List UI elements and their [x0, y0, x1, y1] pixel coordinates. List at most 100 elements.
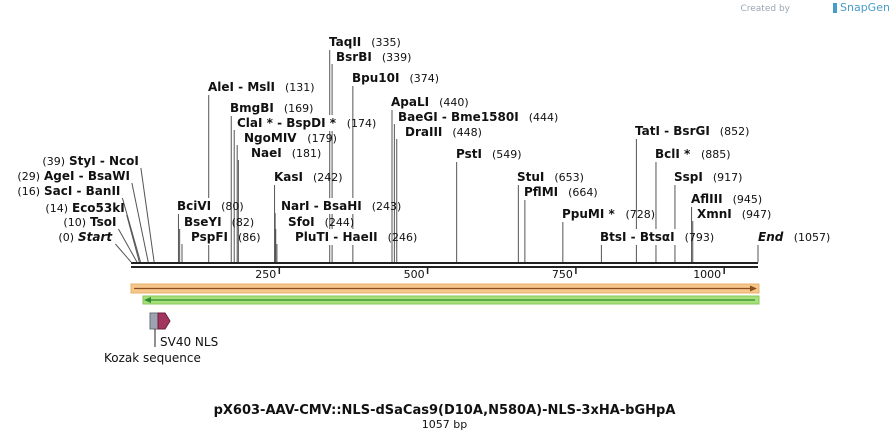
restriction-site[interactable]: PspFI (86) — [189, 229, 261, 245]
site-name: PstI — [456, 147, 482, 161]
sequence-length: 1057 bp — [422, 418, 467, 431]
site-position: (0) — [58, 231, 74, 244]
restriction-site[interactable]: ClaI * - BspDI * (174) — [235, 115, 376, 131]
feature-label-kozak: Kozak sequence — [104, 351, 201, 365]
restriction-site[interactable]: BseYI (82) — [182, 214, 254, 230]
restriction-site[interactable]: PstI (549) — [454, 146, 522, 162]
site-position: (244) — [325, 216, 355, 229]
site-position: (1057) — [794, 231, 831, 244]
site-position: (335) — [371, 36, 401, 49]
brand-name: SnapGene — [840, 1, 889, 14]
restriction-site[interactable]: KasI (242) — [272, 169, 343, 185]
site-name: Bpu10I — [352, 71, 399, 85]
restriction-site[interactable]: NgoMIV (179) — [242, 130, 337, 146]
site-name: BtsI - BtsαI — [600, 230, 675, 244]
site-name: AleI - MslI — [208, 80, 275, 94]
site-name: TatI - BsrGI — [635, 124, 710, 138]
forward-orf[interactable] — [130, 283, 760, 294]
site-name: PflMI — [524, 185, 558, 199]
restriction-site[interactable]: SspI (917) — [672, 169, 742, 185]
site-position: (29) — [17, 170, 40, 183]
restriction-site[interactable]: DraIII (448) — [403, 124, 482, 140]
reverse-orf[interactable] — [142, 295, 760, 305]
site-position: (246) — [388, 231, 418, 244]
restriction-site[interactable]: BciVI (80) — [175, 198, 244, 214]
site-leader — [126, 214, 140, 263]
restriction-site[interactable]: (10) TsoI — [63, 215, 116, 229]
restriction-site[interactable]: PpuMI * (728) — [560, 206, 655, 222]
site-position: (664) — [568, 186, 598, 199]
restriction-site[interactable]: AleI - MslI (131) — [206, 79, 315, 95]
scale-tick-label: 750 — [552, 268, 573, 281]
restriction-site[interactable]: StuI (653) — [515, 169, 584, 185]
site-name: BaeGI - Bme1580I — [398, 110, 519, 124]
page-title: pX603-AAV-CMV::NLS-dSaCas9(D10A,N580A)-N… — [214, 403, 676, 418]
site-name: TsoI — [90, 215, 116, 229]
restriction-site[interactable]: (16) SacI - BanII — [17, 184, 120, 198]
site-name: SfoI — [288, 215, 315, 229]
restriction-site[interactable]: (14) Eco53kI — [45, 201, 124, 215]
site-position: (39) — [42, 155, 65, 168]
site-position: (549) — [492, 148, 522, 161]
restriction-site[interactable]: AflIII (945) — [689, 191, 762, 207]
restriction-site[interactable]: NaeI (181) — [249, 145, 321, 161]
site-name: AflIII — [691, 192, 723, 206]
restriction-site[interactable]: XmnI (947) — [695, 206, 771, 222]
restriction-site[interactable]: BaeGI - Bme1580I (444) — [396, 109, 558, 125]
restriction-site[interactable]: BsrBI (339) — [334, 49, 411, 65]
site-name: SspI — [674, 170, 703, 184]
site-position: (181) — [292, 147, 322, 160]
restriction-site[interactable]: PluTI - HaeII (246) — [293, 229, 417, 245]
site-lines — [115, 49, 759, 263]
restriction-site[interactable]: BmgBI (169) — [228, 100, 313, 116]
site-position: (885) — [701, 148, 731, 161]
site-name: KasI — [274, 170, 303, 184]
sv40-nls-feature[interactable] — [157, 312, 171, 330]
restriction-site[interactable]: ApaLI (440) — [389, 94, 469, 110]
site-position: (653) — [554, 171, 584, 184]
site-position: (917) — [713, 171, 743, 184]
site-position: (242) — [313, 171, 343, 184]
site-position: (131) — [285, 81, 315, 94]
site-position: (169) — [284, 102, 314, 115]
site-name: BclI * — [655, 147, 691, 161]
restriction-site[interactable]: TatI - BsrGI (852) — [633, 123, 749, 139]
site-name: Eco53kI — [72, 201, 125, 215]
site-position: (82) — [232, 216, 255, 229]
site-position: (945) — [733, 193, 763, 206]
site-leader — [121, 197, 141, 263]
restriction-site[interactable]: BtsI - BtsαI (793) — [598, 229, 714, 245]
site-name: NarI - BsaHI — [281, 199, 362, 213]
restriction-site[interactable]: End (1057) — [756, 229, 830, 245]
site-name: NaeI — [251, 146, 282, 160]
restriction-site[interactable]: (29) AgeI - BsaWI — [17, 169, 130, 183]
site-name: End — [758, 230, 784, 244]
site-position: (10) — [63, 216, 86, 229]
site-position: (852) — [720, 125, 750, 138]
restriction-site[interactable]: SfoI (244) — [286, 214, 354, 230]
site-position: (448) — [452, 126, 482, 139]
restriction-site[interactable]: Bpu10I (374) — [350, 70, 439, 86]
site-name: XmnI — [697, 207, 732, 221]
restriction-site[interactable]: NarI - BsaHI (243) — [279, 198, 401, 214]
site-position: (947) — [742, 208, 772, 221]
site-leader — [115, 243, 132, 263]
site-name: ApaLI — [391, 95, 429, 109]
feature-label-sv40-nls: SV40 NLS — [160, 335, 218, 349]
kozak-feature[interactable] — [149, 312, 159, 330]
site-labels: (0) Start(10) TsoI (14) Eco53kI (16) SacI - Ba… — [17, 34, 830, 245]
scale-tick-label: 500 — [404, 268, 425, 281]
site-position: (440) — [439, 96, 469, 109]
restriction-site[interactable]: PflMI (664) — [522, 184, 598, 200]
scale-axis: 250 500 750 1000 — [255, 268, 725, 281]
restriction-site[interactable]: (0) Start — [58, 230, 113, 244]
site-position: (243) — [372, 200, 402, 213]
brand-created-by: Created by — [740, 4, 790, 14]
restriction-site[interactable]: BclI * (885) — [653, 146, 731, 162]
site-name: StuI — [517, 170, 544, 184]
restriction-site[interactable]: (39) StyI - NcoI — [42, 154, 138, 168]
restriction-site[interactable]: TaqII (335) — [327, 34, 401, 50]
site-name: SacI - BanII — [44, 184, 120, 198]
site-name: PpuMI * — [562, 207, 616, 221]
site-name: NgoMIV — [244, 131, 297, 145]
